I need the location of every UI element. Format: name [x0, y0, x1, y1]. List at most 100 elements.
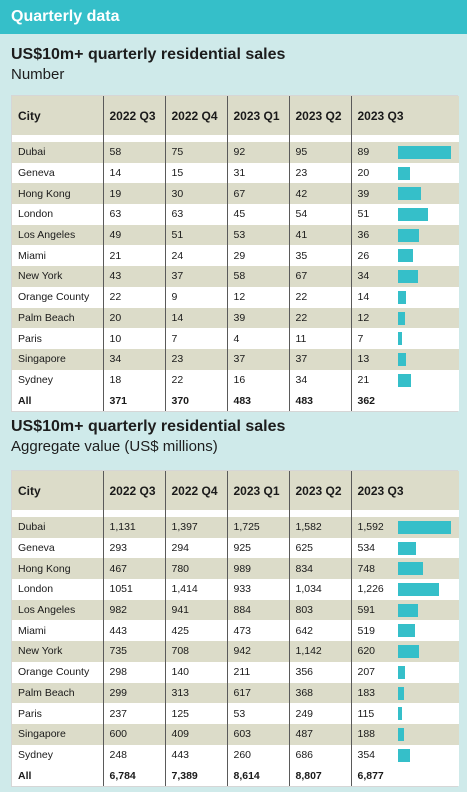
- value-cell: 249: [289, 703, 352, 724]
- value-bar: [397, 727, 404, 741]
- value-cell: 37: [227, 348, 290, 370]
- value-text: 354: [357, 748, 376, 761]
- value-cell: 299: [103, 682, 166, 704]
- value-text: 603: [233, 728, 252, 741]
- value-text: 92: [233, 146, 246, 159]
- value-text: 31: [233, 167, 246, 180]
- value-cell: 24: [165, 245, 228, 267]
- value-text: 53: [233, 229, 246, 242]
- value-cell: 260: [227, 744, 290, 766]
- value-text: 67: [233, 187, 246, 200]
- total-value: 370: [165, 390, 228, 411]
- value-cell: 1,034: [289, 579, 352, 600]
- value-cell: 23: [289, 162, 352, 184]
- value-text: 425: [171, 624, 190, 637]
- value-text: 34: [109, 353, 122, 366]
- value-cell: 942: [227, 641, 290, 662]
- value-text: 115: [357, 707, 375, 720]
- value-text: 237: [109, 707, 128, 720]
- value-text: 12: [233, 291, 246, 304]
- value-text: 625: [295, 542, 314, 555]
- city-name: London: [18, 583, 54, 596]
- value-cell: 45: [227, 204, 290, 225]
- value-text: 600: [109, 728, 128, 741]
- value-bar: [397, 311, 405, 325]
- value-text: 45: [233, 208, 246, 221]
- table-row: Miami 21 24 29 35 26: [12, 245, 459, 267]
- value-text: 13: [357, 353, 370, 366]
- city-name: Miami: [18, 624, 46, 637]
- value-cell: 1,725: [227, 517, 290, 538]
- value-cell: 21: [351, 369, 459, 391]
- value-cell: 686: [289, 744, 352, 766]
- value-cell: 188: [351, 723, 459, 745]
- value-text: 22: [295, 311, 308, 324]
- value-text: 14: [171, 311, 184, 324]
- value-cell: 92: [227, 142, 290, 163]
- value-text: 735: [109, 645, 128, 658]
- value-text: 51: [171, 229, 184, 242]
- city-cell: Hong Kong: [12, 558, 104, 580]
- value-cell: 125: [165, 703, 228, 724]
- total-label: All: [12, 765, 104, 786]
- value-text: 53: [233, 707, 246, 720]
- data-table: City 2022 Q3 2022 Q4 2023 Q1 2023 Q2 2023 Q3 D…: [12, 96, 459, 411]
- value-cell: 22: [289, 286, 352, 308]
- value-cell: 67: [227, 183, 290, 205]
- value-text: 35: [295, 249, 308, 262]
- value-cell: 298: [103, 661, 166, 683]
- value-text: 20: [357, 167, 370, 180]
- table-row: Orange County 298 140 211 356 207: [12, 661, 459, 683]
- value-text: 686: [295, 748, 314, 761]
- city-cell: Palm Beach: [12, 307, 104, 329]
- value-text: 14: [109, 167, 122, 180]
- value-cell: 43: [103, 266, 166, 287]
- value-cell: 34: [289, 369, 352, 391]
- column-header: 2023 Q3: [351, 471, 459, 510]
- value-cell: 617: [227, 682, 290, 704]
- value-text: 933: [233, 583, 252, 596]
- total-row: All 6,784 7,389 8,614 8,807 6,877: [12, 765, 459, 786]
- value-text: 22: [171, 373, 184, 386]
- city-name: Singapore: [18, 728, 66, 741]
- city-name: Paris: [18, 707, 42, 720]
- value-cell: 21: [103, 245, 166, 267]
- value-cell: 42: [289, 183, 352, 205]
- value-cell: 708: [165, 641, 228, 662]
- city-cell: Palm Beach: [12, 682, 104, 704]
- value-cell: 884: [227, 599, 290, 621]
- value-bar: [397, 707, 402, 721]
- city-name: Orange County: [18, 666, 90, 679]
- value-cell: 1,142: [289, 641, 352, 662]
- value-cell: 22: [165, 369, 228, 391]
- value-text: 89: [357, 146, 370, 159]
- city-cell: New York: [12, 641, 104, 662]
- value-cell: 53: [227, 224, 290, 246]
- total-value: 371: [103, 390, 166, 411]
- column-header: 2023 Q1: [227, 96, 290, 135]
- value-cell: 89: [351, 142, 459, 163]
- value-cell: 9: [165, 286, 228, 308]
- value-cell: 620: [351, 641, 459, 662]
- total-value: 7,389: [165, 765, 228, 786]
- table-row: London 1051 1,414 933 1,034 1,226: [12, 579, 459, 600]
- value-cell: 7: [165, 328, 228, 349]
- value-text: 313: [171, 686, 190, 699]
- value-text: 617: [233, 686, 252, 699]
- column-header: 2023 Q1: [227, 471, 290, 510]
- table-row: Palm Beach 299 313 617 368 183: [12, 682, 459, 704]
- table-row: Dubai 58 75 92 95 89: [12, 142, 459, 163]
- value-text: 39: [233, 311, 246, 324]
- city-cell: Sydney: [12, 744, 104, 766]
- city-cell: Singapore: [12, 723, 104, 745]
- value-text: 834: [295, 562, 314, 575]
- column-header: 2022 Q3: [103, 471, 166, 510]
- value-text: 1,226: [357, 583, 384, 596]
- city-cell: New York: [12, 266, 104, 287]
- city-name: Dubai: [18, 521, 46, 534]
- column-header: 2023 Q2: [289, 96, 352, 135]
- value-text: 294: [171, 542, 190, 555]
- value-table: City 2022 Q3 2022 Q4 2023 Q1 2023 Q2 2023 Q3 D…: [11, 470, 459, 787]
- value-cell: 30: [165, 183, 228, 205]
- value-cell: 7: [351, 328, 459, 349]
